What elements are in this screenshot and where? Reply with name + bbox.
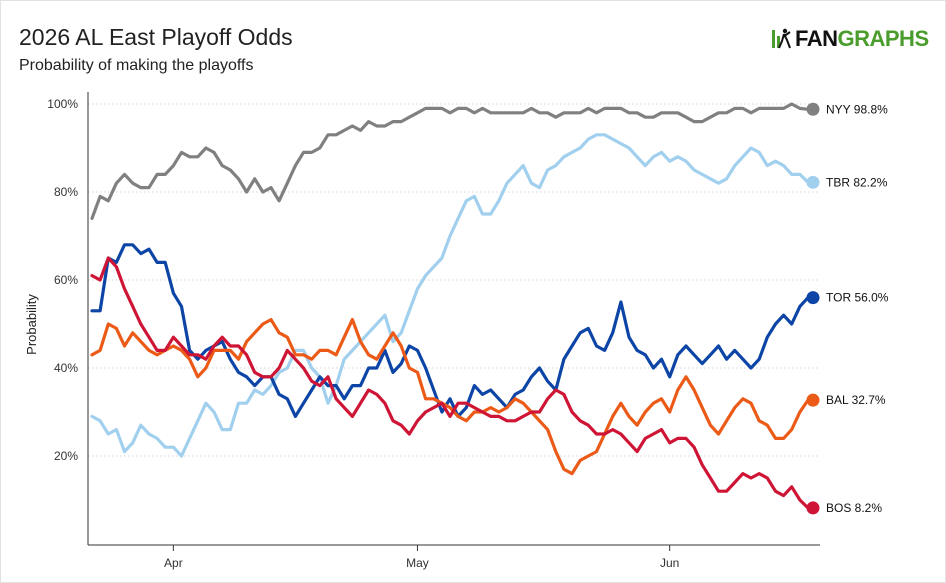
x-tick-label: Apr xyxy=(164,556,183,570)
series-marker-nyy xyxy=(806,102,820,116)
series-line-bal xyxy=(90,318,810,476)
series-line-tor xyxy=(90,243,810,418)
chart-title: 2026 AL East Playoff Odds xyxy=(19,24,293,50)
series-marker-bos xyxy=(806,501,820,515)
y-tick-label: 20% xyxy=(54,449,78,463)
series-label-bal: BAL 32.7% xyxy=(826,393,886,407)
y-axis-title: Probability xyxy=(24,294,39,355)
series-line-tbr xyxy=(90,133,810,458)
series-marker-tor xyxy=(806,291,820,305)
y-tick-label: 80% xyxy=(54,185,78,199)
series-label-bos: BOS 8.2% xyxy=(826,501,882,515)
series-marker-bal xyxy=(806,393,820,407)
x-tick-label: May xyxy=(406,556,429,570)
logo-text-graphs: GRAPHS xyxy=(837,26,930,51)
y-tick-label: 40% xyxy=(54,361,78,375)
y-tick-label: 60% xyxy=(54,273,78,287)
batter-icon xyxy=(772,28,791,49)
series-line-bos xyxy=(90,256,810,510)
logo-text-fan: FAN xyxy=(795,26,838,51)
series-label-tor: TOR 56.0% xyxy=(826,291,889,305)
series-label-nyy: NYY 98.8% xyxy=(826,102,888,116)
series-line-nyy xyxy=(90,102,810,220)
fangraphs-logo[interactable]: FAN GRAPHS xyxy=(770,26,929,52)
series-label-tbr: TBR 82.2% xyxy=(826,175,888,189)
series-marker-tbr xyxy=(806,175,820,189)
x-tick-label: Jun xyxy=(660,556,679,570)
y-tick-label: 100% xyxy=(47,97,78,111)
chart-subtitle: Probability of making the playoffs xyxy=(19,57,254,74)
